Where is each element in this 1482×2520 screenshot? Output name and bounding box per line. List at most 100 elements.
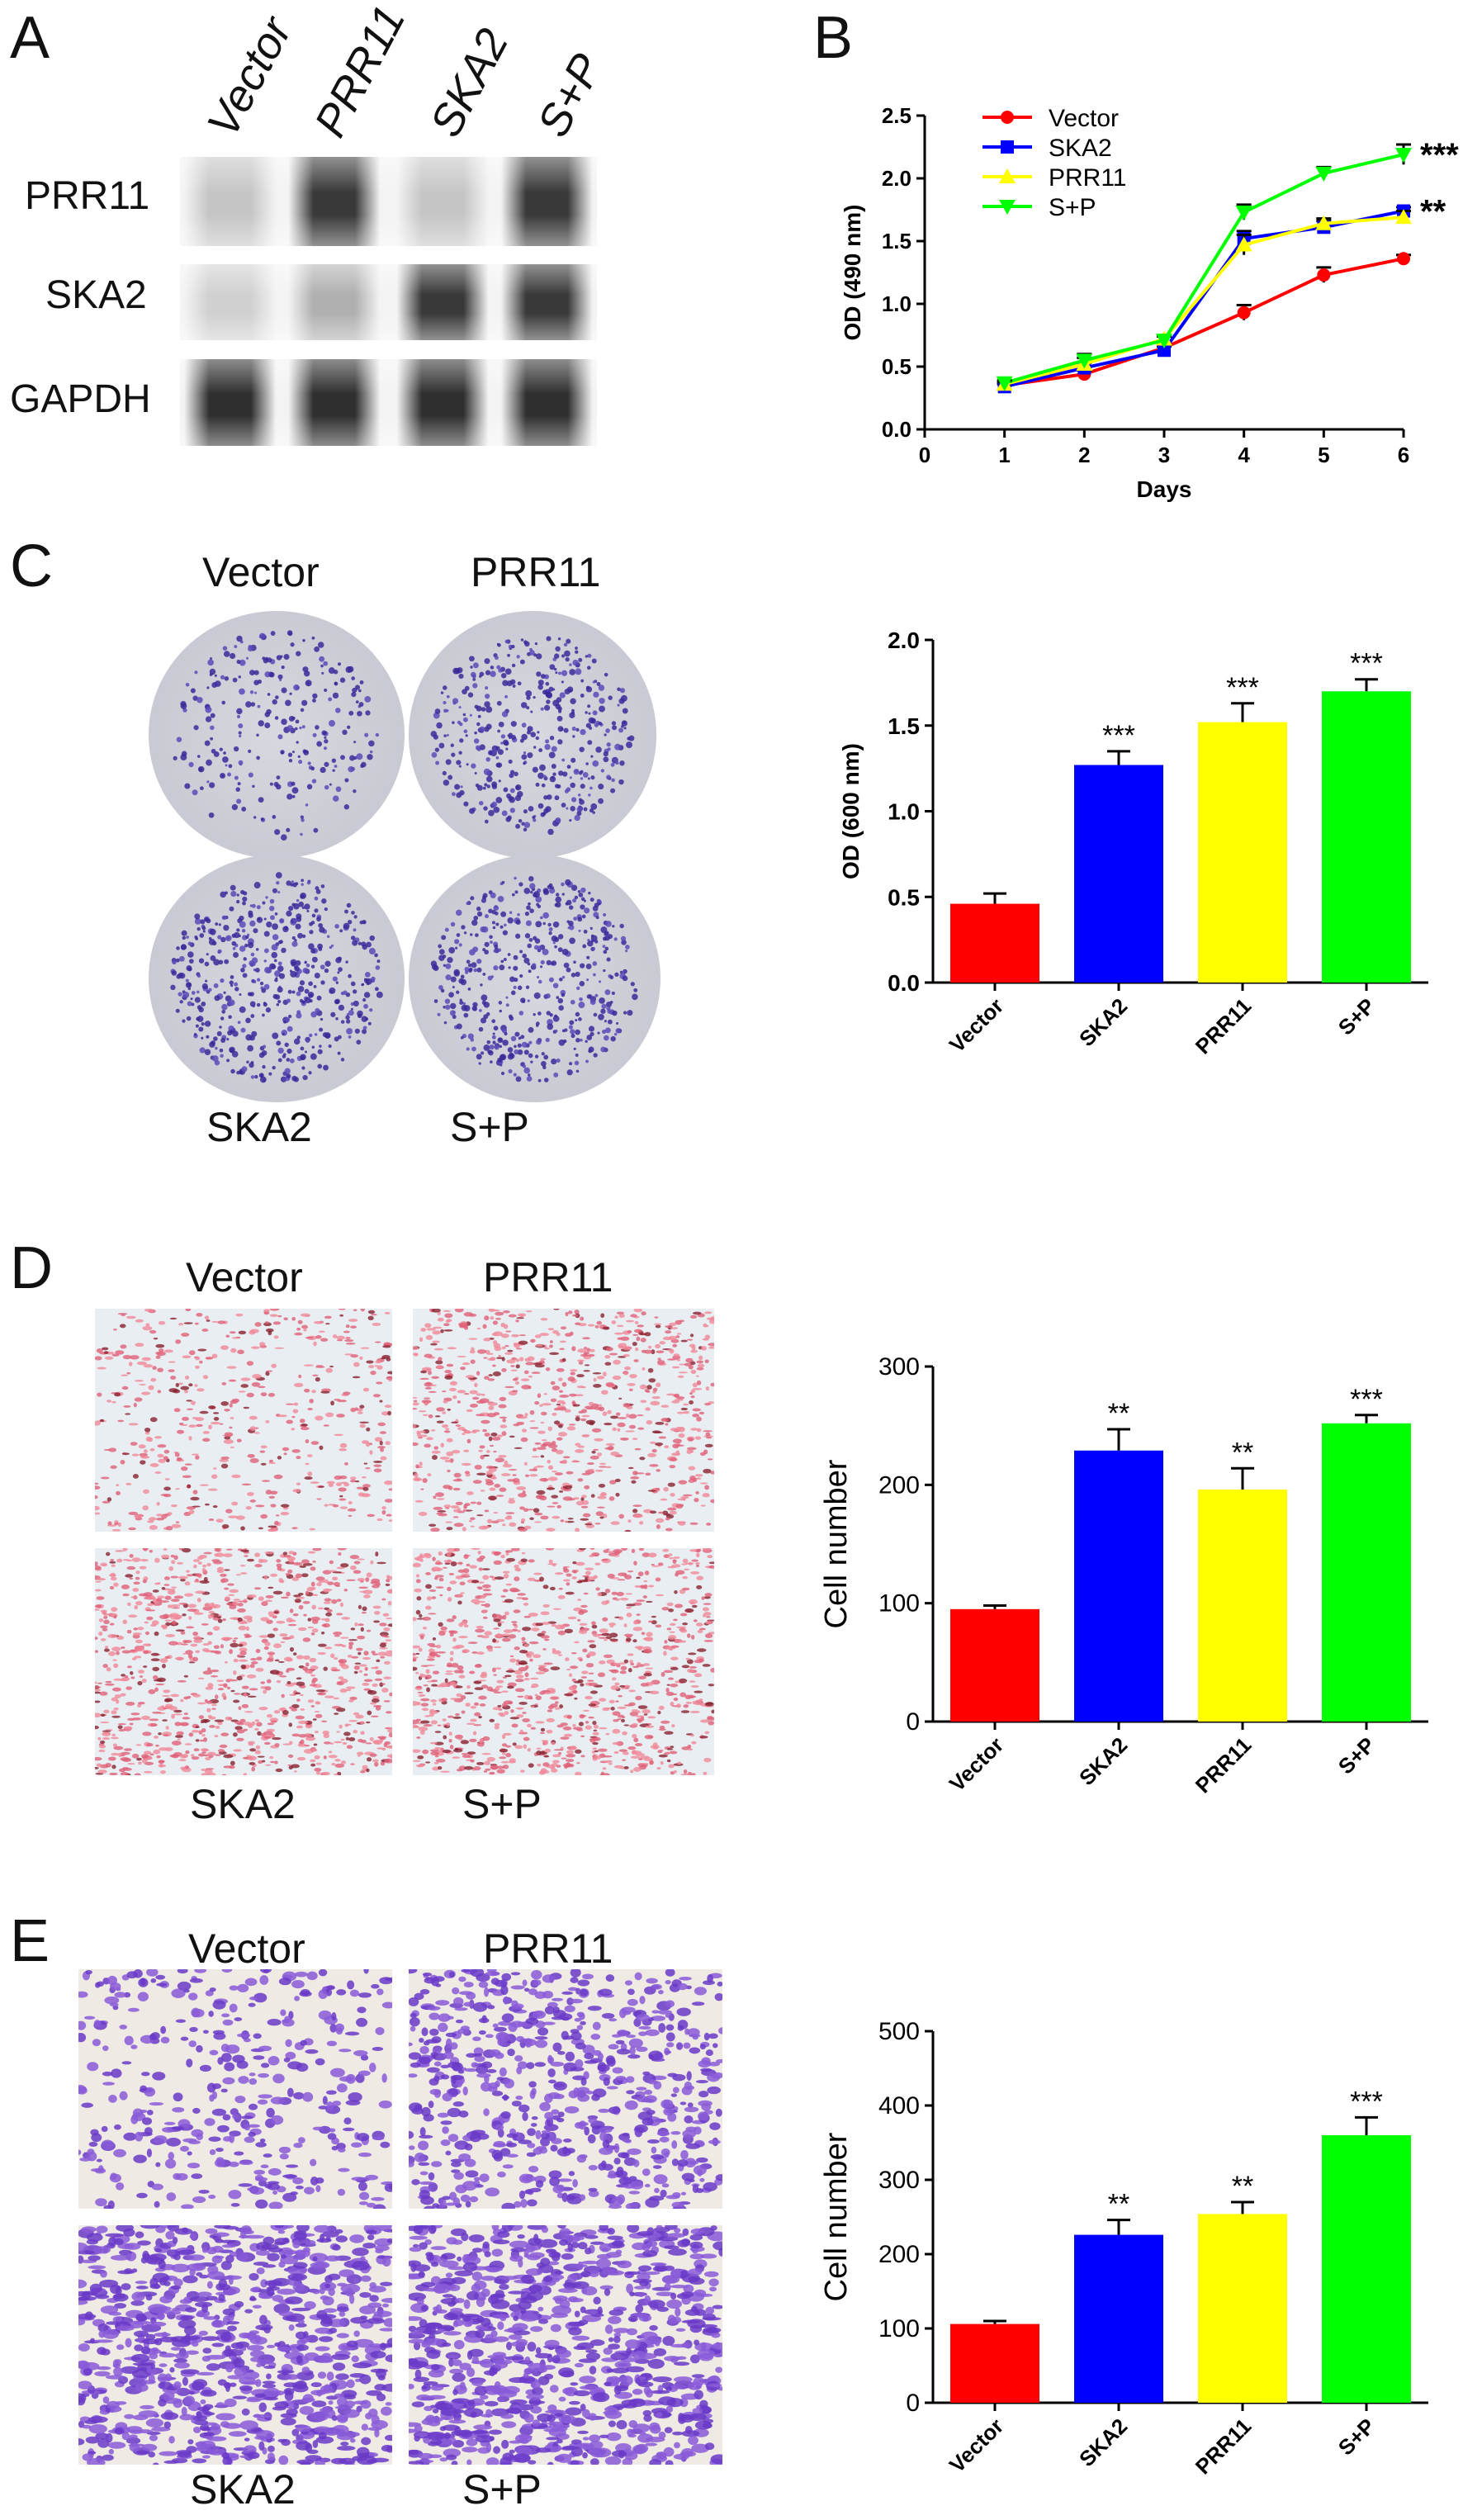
bar: [1322, 2135, 1411, 2403]
x-tick-label: SKA2: [1074, 993, 1132, 1051]
chart-d-svg: 0 100 200 300 Cell number Vector ** SKA2 ** PRR11…: [819, 1353, 1428, 1798]
field-d-label-prr11: PRR11: [483, 1254, 613, 1300]
y-tick-label: 0: [906, 2390, 920, 2417]
panel-letter-c: C: [10, 533, 53, 599]
x-tick-label: SKA2: [1074, 2413, 1132, 2471]
x-tick-label: 2: [1078, 443, 1090, 467]
stained-cells: [78, 1969, 392, 2209]
legend-marker: [1001, 140, 1014, 154]
legend-marker: [1001, 111, 1014, 124]
x-axis-label: Days: [1137, 476, 1192, 502]
field-d-label-ska2: SKA2: [190, 1781, 296, 1827]
x-tick-label: Vector: [945, 1732, 1008, 1796]
invasion-field-ska2: [78, 2225, 392, 2465]
blot-strip-prr11: [180, 157, 597, 246]
data-point: [1076, 353, 1093, 369]
x-tick-label: 1: [998, 443, 1010, 467]
series-line: [1004, 257, 1404, 387]
migration-field-prr11: [413, 1309, 714, 1532]
invasion-field-prr11: [409, 1969, 722, 2209]
bar: [950, 1608, 1039, 1722]
legend-label: Vector: [1049, 105, 1119, 132]
data-point: [996, 376, 1013, 391]
x-tick-label: PRR11: [1191, 993, 1256, 1059]
significance-label: ***: [1350, 1384, 1383, 1415]
y-tick-label: 200: [878, 1471, 920, 1499]
y-tick-label: 0: [906, 1708, 920, 1736]
y-tick-label: 2.0: [882, 166, 911, 191]
colony-dots: [430, 876, 638, 1082]
field-e-label-vector: Vector: [188, 1926, 305, 1972]
field-d-label-vector: Vector: [186, 1254, 303, 1300]
stained-cells: [78, 2225, 392, 2465]
dish-label-sp: S+P: [450, 1104, 529, 1150]
stained-cells: [413, 1548, 714, 1775]
significance-label: ***: [1350, 648, 1383, 680]
y-tick-label: 100: [878, 1590, 920, 1618]
x-tick-label: S+P: [1333, 1732, 1380, 1779]
invasion-field-vector: [78, 1969, 392, 2209]
blot-row-label-ska2: SKA2: [45, 273, 147, 317]
lane-label-vector: Vector: [197, 9, 301, 145]
y-axis-label: Cell number: [819, 1459, 854, 1628]
y-tick-label: 1.5: [888, 713, 920, 739]
dish-label-prr11: PRR11: [471, 549, 601, 595]
x-tick-label: PRR11: [1191, 2413, 1256, 2479]
field-e-label-prr11: PRR11: [483, 1926, 613, 1972]
bar: [1198, 722, 1287, 983]
bar: [1322, 1423, 1411, 1722]
y-tick-label: 400: [878, 2092, 920, 2120]
data-point: [1397, 252, 1410, 266]
y-tick-label: 1.5: [882, 229, 911, 253]
colony-dish-sp: [409, 855, 661, 1102]
x-tick-label: 3: [1158, 443, 1170, 467]
colony-dish-ska2: [149, 855, 405, 1102]
legend-label: SKA2: [1049, 135, 1112, 162]
dish-label-vector: Vector: [202, 549, 320, 595]
invasion-field-sp: [409, 2225, 722, 2465]
panel-letter-e: E: [10, 1908, 50, 1974]
significance-label: **: [1420, 194, 1446, 230]
y-axis-label: Cell number: [819, 2132, 854, 2301]
y-tick-label: 500: [878, 2018, 920, 2045]
bar: [1198, 2214, 1287, 2403]
y-tick-label: 0.0: [888, 970, 920, 996]
y-tick-label: 1.0: [882, 291, 911, 316]
blot-strip-gapdh: [180, 359, 597, 446]
lane-label-prr11: PRR11: [305, 0, 415, 145]
bar: [950, 903, 1039, 983]
significance-label: ***: [1226, 672, 1259, 703]
y-tick-label: 1.0: [888, 799, 920, 825]
data-point: [1317, 268, 1331, 282]
x-tick-label: PRR11: [1191, 1732, 1256, 1798]
x-tick-label: Vector: [945, 2413, 1008, 2477]
chart-e-svg: 0 100 200 300 400 500 Cell number Vector ** SKA2 *…: [819, 2018, 1428, 2480]
x-tick-label: 6: [1398, 443, 1409, 467]
x-tick-label: Vector: [945, 993, 1008, 1057]
y-tick-label: 300: [878, 1353, 920, 1381]
colony-dots: [173, 630, 380, 841]
y-tick-label: 0.0: [882, 417, 911, 442]
stained-cells: [95, 1548, 392, 1775]
significance-label: **: [1232, 2171, 1253, 2202]
data-point: [1395, 148, 1412, 163]
x-tick-label: 5: [1318, 443, 1329, 467]
significance-label: ***: [1102, 720, 1135, 751]
data-point: [1315, 215, 1333, 230]
migration-field-vector: [95, 1309, 392, 1532]
y-tick-label: 2.5: [882, 103, 911, 128]
significance-label: **: [1108, 1398, 1129, 1429]
legend-marker: [999, 168, 1016, 183]
panel-letter-a: A: [10, 5, 50, 71]
colony-dish-vector: [149, 611, 405, 859]
series-line: [1004, 216, 1404, 386]
chart-b-svg: 0.0 0.5 1.0 1.5 2.0 2.5 0 1 2 3 4 5 6 Days OD (490 nm)…: [840, 103, 1459, 502]
panel-letter-b: B: [813, 5, 854, 71]
series-line: [1004, 153, 1404, 385]
stained-cells: [95, 1309, 392, 1532]
blot-row-label-prr11: PRR11: [25, 174, 150, 218]
series-line: [1004, 209, 1404, 389]
field-e-label-ska2: SKA2: [190, 2466, 296, 2513]
y-tick-label: 0.5: [888, 884, 920, 910]
data-point: [1235, 236, 1252, 252]
